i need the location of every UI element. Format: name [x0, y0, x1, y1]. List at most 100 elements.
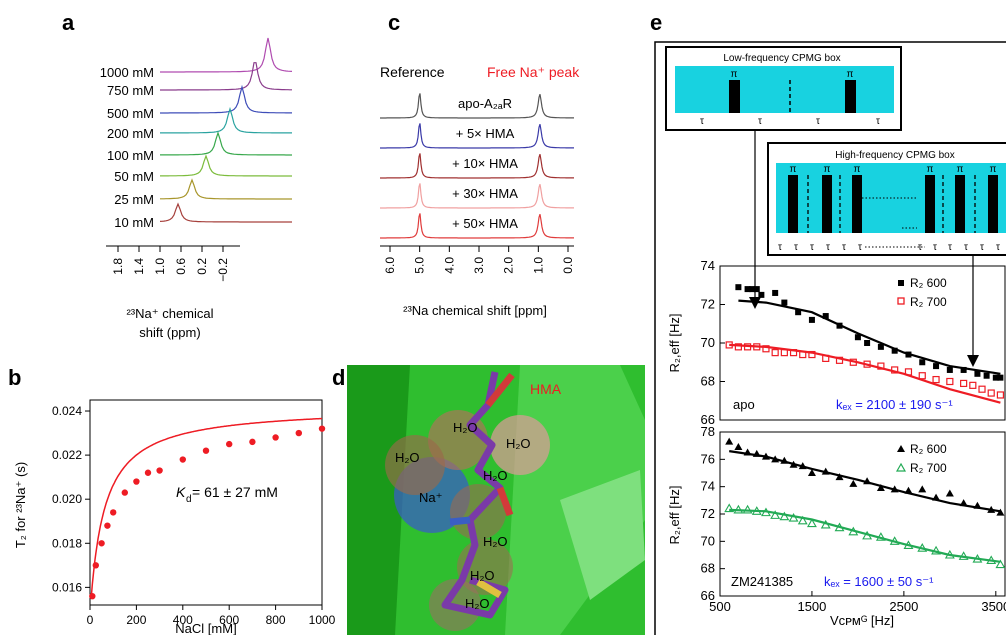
panel-c-sample-label: + 30× HMA — [452, 186, 518, 201]
panel-a-concentration-label: 100 mM — [107, 148, 154, 163]
e-x-tick-label: 3500 — [981, 599, 1006, 614]
e-data-point — [986, 555, 997, 565]
panel-c-tick-label: 5.0 — [413, 257, 427, 274]
panel-c-tick-label: 2.0 — [502, 257, 516, 274]
tau-symbol: τ — [816, 116, 820, 127]
e-data-point — [779, 511, 790, 521]
e-data-point — [808, 316, 815, 323]
e-data-point — [992, 374, 999, 381]
panel-b-x-tick-label: 0 — [87, 613, 94, 627]
e-y-tick-label: 78 — [701, 424, 715, 439]
panel-d-water-label: H₂O — [506, 436, 531, 451]
panel-b-x-tick-label: 1000 — [309, 613, 336, 627]
e-data-point — [974, 370, 981, 377]
legend-marker-open-triangle — [895, 462, 907, 472]
panel-a-tick-label: 1.8 — [111, 258, 125, 275]
e-data-point — [890, 485, 899, 493]
panel-c-sample-label: + 5× HMA — [456, 126, 515, 141]
panel-c-spectra: Reference Free Na⁺ peak apo-A₂ₐR + 5× HMA… — [380, 64, 580, 318]
panel-a-spectrum-trace — [159, 202, 292, 223]
high-frequency-pi-pulse — [852, 175, 862, 233]
panel-c-spectrum-trace — [380, 183, 574, 209]
e-y-tick-label: 70 — [701, 533, 715, 548]
panel-d-hma-bond — [449, 516, 471, 526]
panel-c-tick-label: 4.0 — [442, 257, 456, 274]
panel-d-hma-bond — [476, 578, 502, 599]
tau-symbol: τ — [858, 242, 862, 253]
panel-b-x-tick-label: 400 — [173, 613, 193, 627]
panel-d-hma-bond — [485, 372, 515, 408]
tau-symbol: τ — [996, 242, 1000, 253]
panel-b-data-point — [133, 478, 140, 485]
panel-c-spectrum-trace — [380, 153, 574, 179]
panel-b-data-point — [202, 447, 210, 454]
e-fit-curve — [729, 508, 1001, 563]
e-data-point — [946, 377, 954, 386]
panel-a-tick-label: −0.2 — [216, 258, 230, 282]
e-data-point — [780, 349, 788, 357]
legend-marker-filled-triangle — [897, 445, 905, 452]
e-top-kex: kₑₓ = 2100 ± 190 s⁻¹ — [836, 397, 953, 412]
e-data-point — [834, 522, 845, 532]
panel-e-frame — [654, 41, 1006, 635]
panel-c-tick-label: 1.0 — [531, 257, 545, 274]
panel-d-water-label: H₂O — [465, 596, 490, 611]
e-x-tick-label: 2500 — [889, 599, 918, 614]
e-data-point — [849, 479, 858, 487]
e-data-point — [904, 368, 913, 376]
panel-c-spectrum-trace — [380, 93, 574, 119]
tau-symbol: τ — [842, 242, 846, 253]
panel-b-x-tick-label: 600 — [219, 613, 239, 627]
e-data-point — [753, 343, 761, 351]
panel-d-structure-render: HMA H₂O H₂O H₂O H₂O Na⁺ H₂O H₂O H₂O — [347, 365, 645, 635]
panel-b-x-tick-label: 800 — [266, 613, 286, 627]
high-frequency-pi-pulse — [988, 175, 998, 233]
panel-b-data-point — [110, 509, 117, 516]
e-data-point — [996, 391, 1005, 399]
legend-700-top: R₂ 700 — [910, 295, 947, 309]
panel-b-y-tick-label: 0.022 — [52, 448, 82, 462]
panel-b-chart: 0 200 400 600 800 1000 0.016 0.018 0.020 0.022 0.0… — [13, 399, 336, 635]
e-y-tick-label: 68 — [701, 374, 715, 389]
e-data-point — [849, 358, 857, 366]
panel-a-spectrum-trace — [160, 154, 292, 177]
panel-a-spectrum-trace — [160, 37, 293, 73]
panel-c-xlabel: ²³Na chemical shift [ppm] — [403, 303, 547, 318]
e-data-point — [996, 508, 1005, 516]
e-data-point — [725, 341, 733, 349]
e-data-point — [918, 372, 926, 380]
e-data-point — [743, 343, 752, 351]
panel-a-spectrum-trace — [160, 106, 292, 134]
legend-600-bottom: R₂ 600 — [910, 442, 947, 456]
e-data-point — [820, 519, 831, 529]
e-data-point — [807, 469, 816, 476]
panel-c-reference-label: Reference — [380, 64, 445, 80]
panel-a-tick-label: 1.4 — [132, 258, 146, 275]
e-data-point — [997, 374, 1004, 381]
panel-letter-c: c — [388, 10, 400, 35]
panel-e: Low-frequency CPMG box π π τ τ τ τ High-… — [654, 41, 1006, 635]
panel-c-tick-label: 0.0 — [561, 257, 575, 274]
panel-b-data-point — [272, 434, 279, 441]
e-data-point — [724, 503, 735, 513]
panel-c-spectrum-trace — [380, 123, 574, 149]
tau-symbol: τ — [778, 242, 782, 253]
e-data-point — [919, 359, 926, 366]
e-data-point — [781, 299, 788, 306]
e-top-ylabel: R₂,eff [Hz] — [667, 314, 682, 373]
panel-b-data-point — [156, 467, 163, 474]
e-y-tick-label: 74 — [701, 258, 715, 273]
e-fit-curve — [738, 299, 1001, 375]
panel-b-kd-symbol: K — [176, 484, 186, 500]
low-frequency-arrowhead — [749, 297, 761, 309]
low-frequency-title: Low-frequency CPMG box — [723, 53, 840, 64]
e-data-point — [978, 385, 986, 393]
e-data-point — [863, 360, 871, 368]
e-data-point — [797, 515, 808, 525]
panel-letter-e: e — [650, 10, 662, 35]
high-frequency-arrowhead — [967, 355, 979, 367]
e-data-point — [960, 379, 968, 388]
e-data-point — [761, 452, 770, 460]
panel-letter-b: b — [8, 365, 21, 390]
tau-symbol: τ — [918, 242, 922, 253]
